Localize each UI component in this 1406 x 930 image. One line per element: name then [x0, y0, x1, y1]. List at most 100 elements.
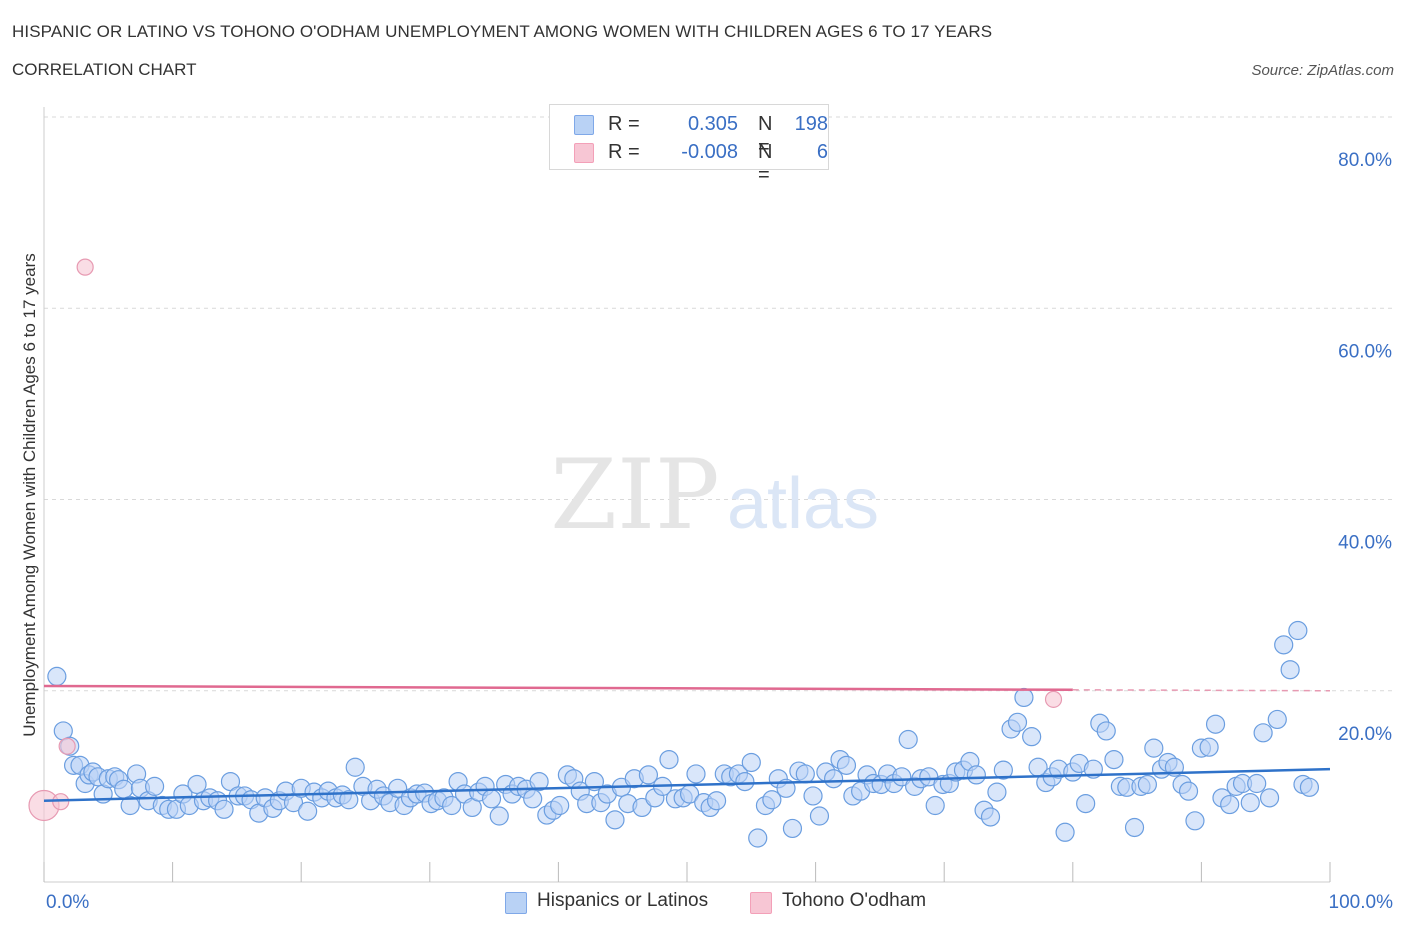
legend-swatch-tohono: [574, 143, 594, 163]
data-point-hispanic: [187, 774, 207, 795]
legend-n-label: N =: [758, 141, 773, 186]
data-point-hispanic: [966, 765, 986, 785]
data-point-hispanic: [1096, 721, 1116, 741]
legend-r-value-hispanic: 0.305: [687, 113, 738, 135]
data-point-hispanic: [1247, 773, 1267, 794]
data-point-hispanic: [114, 779, 134, 799]
data-point-hispanic: [659, 749, 679, 770]
data-point-hispanic: [809, 806, 830, 826]
data-point-hispanic: [550, 795, 570, 816]
data-point-hispanic: [1299, 777, 1320, 797]
data-point-hispanic: [605, 810, 625, 830]
watermark-atlas: atlas: [727, 464, 879, 544]
watermark: ZIP atlas: [550, 439, 879, 551]
y-tick-label: 60.0%: [1338, 341, 1392, 362]
y-tick-label: 20.0%: [1338, 724, 1392, 745]
data-point-tohono: [1044, 690, 1063, 708]
data-point-hispanic: [47, 666, 67, 687]
axes: [43, 107, 1331, 883]
data-point-hispanic: [1014, 687, 1034, 708]
legend-n-value-tohono: 6: [816, 141, 828, 163]
data-point-hispanic: [741, 752, 761, 773]
data-point-hispanic: [762, 790, 782, 810]
data-point-hispanic: [481, 789, 502, 809]
source-label: Source: ZipAtlas.com: [1251, 62, 1394, 79]
data-point-hispanic: [345, 757, 365, 777]
data-point-hispanic: [632, 797, 652, 818]
data-point-hispanic: [748, 828, 768, 848]
tick-labels: 20.0% 40.0% 60.0% 80.0% 0.0% 100.0%: [46, 150, 1393, 913]
data-point-hispanic: [1104, 749, 1124, 770]
series-swatch-hispanic: [505, 892, 527, 914]
data-point-tohono: [76, 258, 94, 276]
data-point-hispanic: [735, 771, 755, 792]
data-point-hispanic: [1253, 723, 1273, 743]
legend-r-label: R =: [608, 141, 640, 163]
data-point-hispanic: [214, 799, 234, 819]
data-point-hispanic: [824, 769, 844, 789]
data-point-hispanic: [987, 782, 1007, 802]
watermark-zip: ZIP: [550, 439, 719, 551]
data-point-hispanic: [1007, 712, 1028, 732]
data-point-hispanic: [339, 790, 359, 810]
data-point-tohono: [58, 737, 76, 755]
trend-extension-tohono: [1072, 689, 1331, 692]
data-point-hispanic: [1124, 817, 1145, 838]
y-tick-label: 80.0%: [1338, 150, 1392, 171]
data-point-hispanic: [1022, 727, 1042, 747]
data-point-hispanic: [298, 801, 318, 821]
data-point-hispanic: [442, 795, 462, 816]
data-point-hispanic: [1267, 709, 1287, 730]
x-tick-label: 0.0%: [46, 892, 89, 913]
data-point-hispanic: [795, 764, 815, 784]
data-point-hispanic: [1259, 788, 1280, 808]
legend-n-value-hispanic: 198: [794, 113, 828, 135]
data-point-hispanic: [144, 776, 165, 796]
data-point-hispanic: [1144, 738, 1164, 758]
data-point-hispanic: [925, 795, 945, 816]
data-point-hispanic: [1199, 737, 1219, 757]
legend-r-value-tohono: -0.008: [681, 141, 738, 163]
data-point-hispanic: [529, 771, 549, 792]
data-point-hispanic: [1220, 794, 1240, 815]
data-point-hispanic: [898, 729, 918, 750]
legend-r-label: R =: [608, 113, 640, 135]
data-point-hispanic: [1205, 714, 1226, 734]
trend-line-tohono: [43, 684, 1073, 692]
data-point-hispanic: [706, 791, 727, 811]
gridlines: [44, 116, 1394, 692]
chart-title: HISPANIC OR LATINO VS TOHONO O'ODHAM UNE…: [12, 22, 993, 41]
data-point-hispanic: [782, 818, 803, 839]
data-point-hispanic: [1055, 822, 1075, 842]
series-label-tohono: Tohono O'odham: [782, 890, 927, 911]
chart-subtitle: CORRELATION CHART: [12, 60, 197, 79]
data-point-hispanic: [1274, 635, 1294, 655]
x-tick-label: 100.0%: [1329, 892, 1394, 913]
data-point-hispanic: [1185, 811, 1205, 831]
data-point-hispanic: [803, 786, 823, 806]
data-points: [28, 258, 1320, 848]
y-tick-label: 40.0%: [1338, 533, 1392, 554]
data-point-hispanic: [1178, 781, 1199, 801]
data-point-hispanic: [980, 807, 1001, 827]
data-point-hispanic: [120, 795, 140, 816]
data-point-hispanic: [1240, 793, 1260, 813]
trend-lines: [43, 684, 1331, 802]
trend-line-hispanic: [43, 767, 1331, 802]
data-point-hispanic: [638, 765, 659, 785]
data-point-hispanic: [686, 764, 706, 784]
data-point-hispanic: [993, 760, 1013, 780]
data-point-hispanic: [1280, 660, 1300, 680]
stats-legend: R = 0.305 N = 198 R = -0.008 N = 6: [549, 104, 829, 186]
y-axis-label: Unemployment Among Women with Children A…: [20, 253, 39, 737]
legend-swatch-hispanic: [574, 115, 594, 135]
data-point-hispanic: [1137, 774, 1157, 795]
data-point-hispanic: [836, 755, 857, 775]
data-point-hispanic: [1076, 793, 1096, 814]
series-label-hispanic: Hispanics or Latinos: [537, 890, 709, 911]
data-point-hispanic: [892, 767, 912, 787]
data-point-hispanic: [523, 789, 543, 809]
data-point-hispanic: [489, 806, 509, 826]
data-point-hispanic: [1288, 620, 1308, 641]
